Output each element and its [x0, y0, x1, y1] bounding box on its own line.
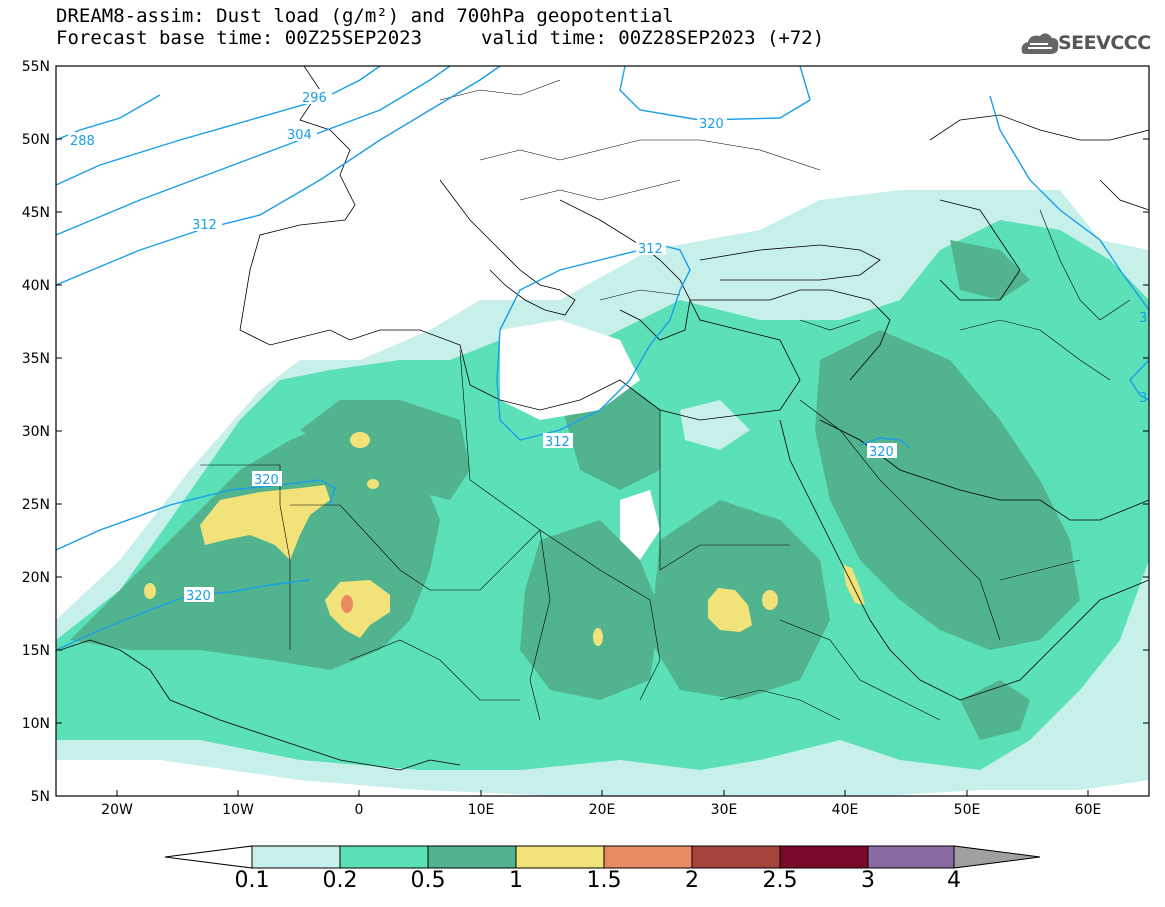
contour-label: 3	[1139, 311, 1147, 326]
logo-text: SEEVCCC	[1058, 32, 1151, 54]
lon-label: 20E	[589, 802, 616, 818]
colorbar-label: 0.5	[410, 868, 446, 893]
dust-region-02	[56, 220, 1149, 770]
colorbar-label: 2.5	[762, 868, 798, 893]
lat-label: 30N	[22, 424, 50, 440]
lat-label: 10N	[22, 716, 50, 732]
colorbar-label: 3	[861, 868, 875, 893]
colorbar	[164, 845, 1041, 869]
map-frame	[55, 65, 1150, 797]
dust-region-05a	[70, 420, 440, 670]
contour-label: 288	[70, 134, 95, 149]
dust-region-05f	[560, 380, 660, 490]
country-borders	[200, 79, 1131, 721]
dust-region-1e	[762, 590, 778, 610]
colorbar-swatch	[603, 845, 693, 869]
dust-region-05e	[815, 330, 1080, 650]
map-background	[56, 66, 1149, 796]
contour-label: 320	[699, 117, 724, 132]
colorbar-label: 4	[947, 868, 961, 893]
contour-labels: 288 296 304 312 312 320 312 320 320 320 …	[68, 89, 1147, 604]
lat-label: 20N	[22, 570, 50, 586]
map-title: DREAM8-assim: Dust load (g/m²) and 700hP…	[56, 5, 674, 27]
lon-label: 30E	[711, 802, 738, 818]
lat-label: 55N	[22, 59, 50, 75]
lat-ticks	[56, 65, 1149, 724]
contour-label: 312	[192, 218, 217, 233]
dust-region-1d	[350, 432, 370, 448]
lon-label: 0	[355, 802, 364, 818]
contour-label: 312	[638, 242, 663, 257]
colorbar-swatch	[339, 845, 429, 869]
dust-region-05c	[520, 520, 660, 700]
lat-labels: 55N 50N 45N 40N 35N 30N 25N 20N 15N 10N …	[22, 59, 50, 805]
dust-region-05b	[300, 400, 470, 500]
colorbar-swatch	[515, 845, 605, 869]
contour-label: 312	[545, 435, 570, 450]
colorbar-label: 0.1	[234, 868, 270, 893]
lon-labels: 20W 10W 0 10E 20E 30E 40E 50E 60E	[101, 802, 1101, 818]
clear-region-a	[500, 320, 640, 420]
colorbar-swatch	[691, 845, 781, 869]
lat-label: 25N	[22, 497, 50, 513]
contour-label: 3	[1139, 391, 1147, 406]
geopotential-contours	[56, 66, 1149, 651]
cloud-logo-icon	[1021, 33, 1059, 54]
lat-label: 15N	[22, 643, 50, 659]
colorbar-label: 1	[509, 868, 523, 893]
contour-label: 304	[287, 128, 312, 143]
colorbar-under-arrow	[164, 845, 253, 869]
lon-ticks	[116, 790, 1089, 796]
colorbar-over-arrow	[953, 845, 1041, 869]
clear-region-c	[680, 400, 750, 450]
lon-label: 20W	[101, 802, 133, 818]
colorbar-label: 2	[685, 868, 699, 893]
coastlines	[59, 66, 1149, 771]
lon-label: 10W	[222, 802, 254, 818]
dust-region-1f	[593, 628, 603, 646]
contour-label: 320	[186, 589, 211, 604]
dust-region-1c	[708, 588, 752, 632]
contour-label: 320	[254, 473, 279, 488]
dust-region-1g	[367, 479, 379, 489]
lon-label: 50E	[954, 802, 981, 818]
valid-time: valid time: 00Z28SEP2023 (+72)	[481, 27, 825, 49]
lat-label: 5N	[31, 789, 50, 805]
colorbar-label: 0.2	[322, 868, 358, 893]
dust-region-1b	[325, 580, 390, 638]
lon-label: 10E	[468, 802, 495, 818]
contour-label: 296	[302, 91, 327, 106]
lat-label: 35N	[22, 351, 50, 367]
dust-region-05g	[960, 680, 1030, 740]
dust-region-1i	[843, 565, 865, 605]
lat-label: 40N	[22, 278, 50, 294]
dust-region-05d	[650, 500, 830, 700]
forecast-base-time: Forecast base time: 00Z25SEP2023	[56, 27, 423, 49]
lat-label: 50N	[22, 132, 50, 148]
colorbar-swatch	[867, 845, 955, 869]
colorbar-label: 1.5	[586, 868, 622, 893]
dust-region-1h	[144, 583, 156, 599]
lon-label: 40E	[832, 802, 859, 818]
dust-region-01	[56, 190, 1149, 796]
contour-label: 320	[869, 445, 894, 460]
dust-region-15	[341, 595, 353, 613]
dust-region-05h	[950, 240, 1030, 300]
colorbar-swatch	[779, 845, 869, 869]
colorbar-swatch	[251, 845, 341, 869]
lon-label: 60E	[1075, 802, 1102, 818]
clear-region-b	[620, 490, 660, 560]
dust-region-1a	[200, 485, 330, 560]
lat-label: 45N	[22, 205, 50, 221]
colorbar-swatch	[427, 845, 517, 869]
